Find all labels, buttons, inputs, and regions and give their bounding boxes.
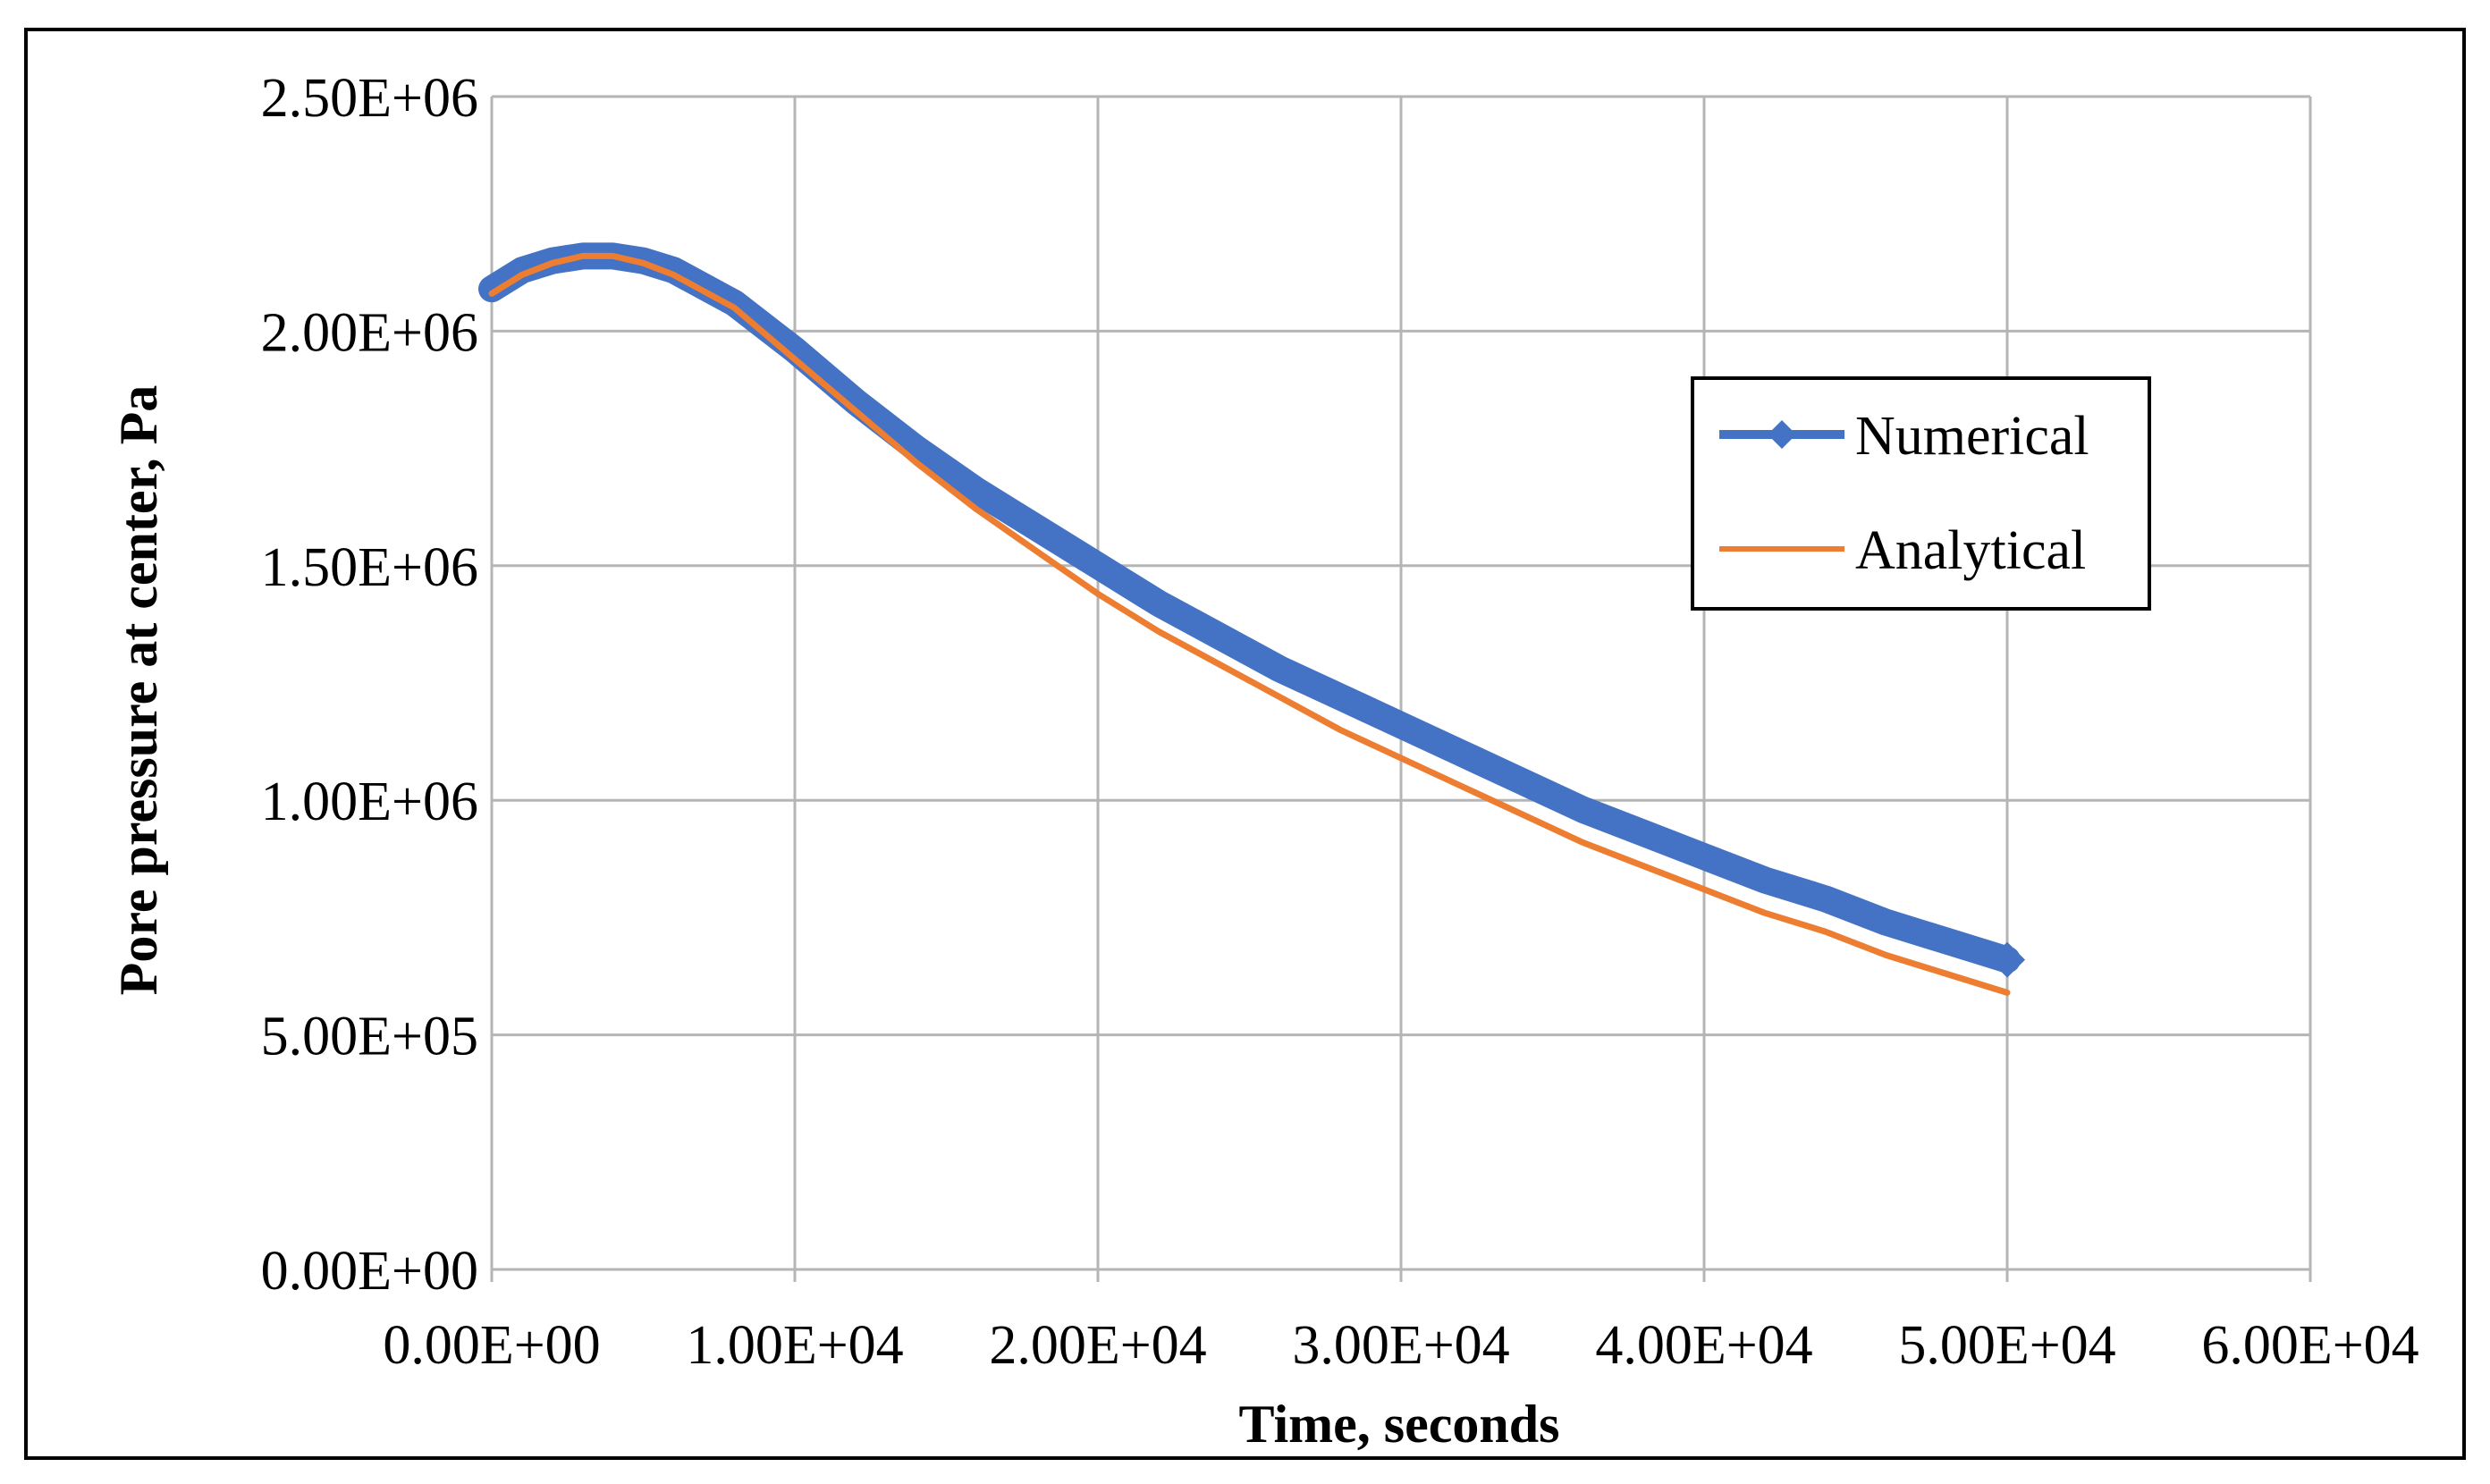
x-tick-label: 6.00E+04	[2201, 1315, 2418, 1376]
legend-label-numerical: Numerical	[1855, 406, 2089, 467]
y-tick-label: 1.50E+06	[261, 537, 478, 598]
series-lines	[478, 242, 2025, 996]
y-tick-label: 2.50E+06	[261, 68, 478, 129]
legend-box	[1691, 376, 2151, 611]
x-tick-label: 5.00E+04	[1898, 1315, 2115, 1376]
series-line-analytical	[488, 252, 2011, 996]
chart-frame	[24, 28, 2466, 1460]
y-tick-label: 5.00E+05	[261, 1007, 478, 1067]
legend-marker-numerical	[1768, 420, 1796, 449]
x-axis-title: Time, seconds	[1239, 1395, 1560, 1454]
data-point-marker	[1989, 941, 2025, 978]
x-tick-label: 1.00E+04	[686, 1315, 903, 1376]
x-tick-label: 4.00E+04	[1595, 1315, 1812, 1376]
x-tick-label: 0.00E+00	[383, 1315, 600, 1376]
x-tick-label: 3.00E+04	[1292, 1315, 1509, 1376]
y-tick-label: 1.00E+06	[261, 772, 478, 832]
y-tick-label: 0.00E+00	[261, 1241, 478, 1302]
x-tick-label: 2.00E+04	[989, 1315, 1206, 1376]
legend: Numerical Analytical	[1691, 376, 2151, 611]
grid	[490, 95, 2312, 1282]
legend-label-analytical: Analytical	[1855, 520, 2086, 581]
tick-labels: 0.00E+00 1.00E+04 2.00E+04 3.00E+04 4.00E+04…	[261, 68, 2419, 1376]
y-tick-label: 2.00E+06	[261, 302, 478, 363]
y-axis-title: Pore pressure at center, Pa	[109, 385, 168, 996]
